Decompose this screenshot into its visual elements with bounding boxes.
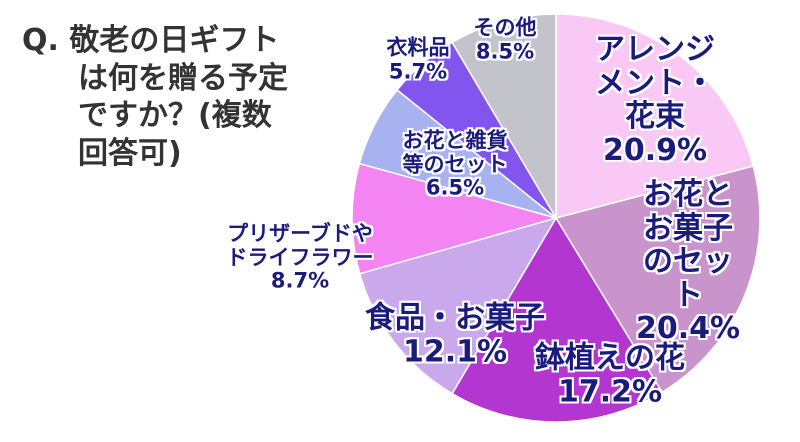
slice-label: お花とお菓子 のセット 20.4% [632,178,744,346]
slice-label: 衣料品 5.7% [387,36,450,83]
value-label: 8.5% [475,39,535,63]
slice-label: お花と雑貨 等のセット 6.5% [402,128,508,201]
pie-slice [555,13,755,219]
value-label: 8.7% [270,268,330,293]
category-label: お花とお菓子 のセット [643,177,733,313]
value-label: 17.2% [557,374,663,409]
category-label: その他 [473,15,537,40]
category-label: お花と雑貨 等のセット [402,128,508,177]
pie-slice [451,13,557,221]
slice-label: アレンジ メント・花束 20.9% [583,33,728,167]
category-label: 鉢植えの花 [535,340,685,376]
slice-label: その他 8.5% [474,16,537,63]
category-label: 衣料品 [386,35,450,60]
category-label: アレンジ メント・花束 [595,31,715,134]
category-label: 食品・お菓子 [365,300,545,336]
pie-slice [554,165,761,394]
value-label: 20.4% [635,311,741,347]
value-label: 5.7% [388,59,448,83]
slice-label: プリザーブドや ドライフラワー 8.7% [226,221,374,294]
value-label: 6.5% [425,175,485,200]
chart-title: Q. 敬老の日ギフト は何を贈る予定 ですか？(複数 回答可) [22,23,288,171]
pie-slice [351,162,559,275]
pie-slice [451,216,664,423]
pie-slice [358,216,558,395]
slice-label: 食品・お菓子 12.1% [365,301,545,368]
category-label: プリザーブドや ドライフラワー [226,221,374,270]
value-label: 20.9% [602,132,708,168]
value-label: 12.1% [402,334,508,369]
slice-label: 鉢植えの花 17.2% [535,341,685,408]
